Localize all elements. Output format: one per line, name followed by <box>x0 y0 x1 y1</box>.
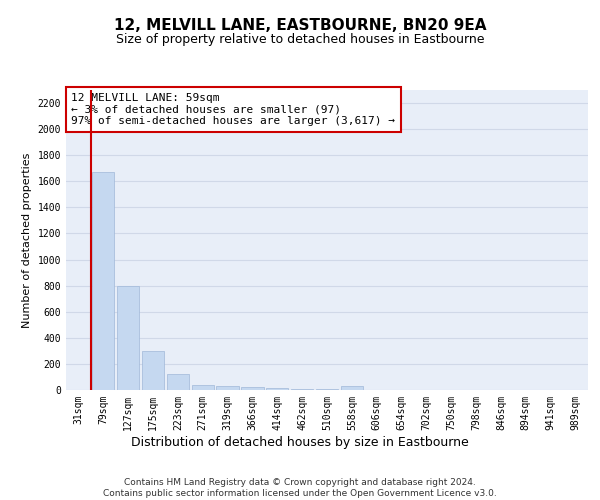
Bar <box>167 374 189 390</box>
Bar <box>117 286 139 390</box>
Text: 12 MELVILL LANE: 59sqm
← 3% of detached houses are smaller (97)
97% of semi-deta: 12 MELVILL LANE: 59sqm ← 3% of detached … <box>71 93 395 126</box>
Bar <box>92 172 115 390</box>
Bar <box>191 386 214 390</box>
Bar <box>142 351 164 390</box>
Bar <box>241 387 263 390</box>
Bar <box>291 388 313 390</box>
Bar <box>341 386 363 390</box>
Bar <box>217 386 239 390</box>
Text: Distribution of detached houses by size in Eastbourne: Distribution of detached houses by size … <box>131 436 469 449</box>
Text: Contains HM Land Registry data © Crown copyright and database right 2024.
Contai: Contains HM Land Registry data © Crown c… <box>103 478 497 498</box>
Text: 12, MELVILL LANE, EASTBOURNE, BN20 9EA: 12, MELVILL LANE, EASTBOURNE, BN20 9EA <box>114 18 486 32</box>
Bar <box>266 388 289 390</box>
Y-axis label: Number of detached properties: Number of detached properties <box>22 152 32 328</box>
Text: Size of property relative to detached houses in Eastbourne: Size of property relative to detached ho… <box>116 32 484 46</box>
